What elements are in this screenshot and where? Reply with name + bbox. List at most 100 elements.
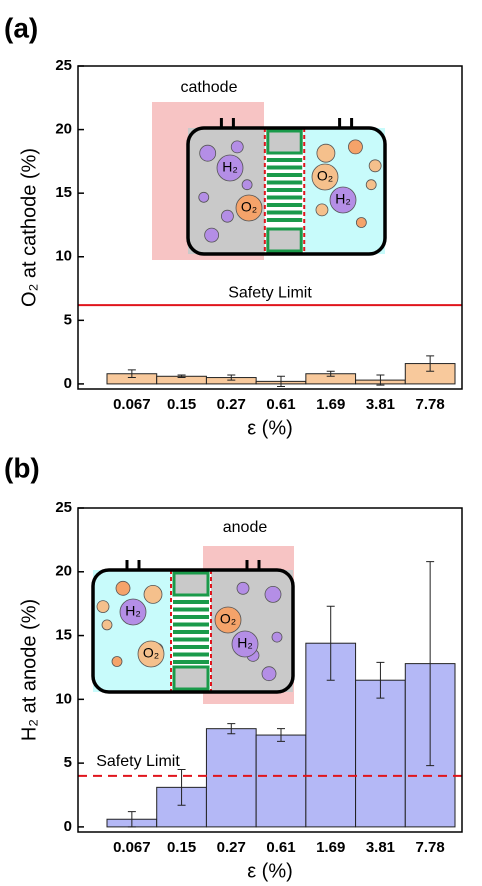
membrane-stripe bbox=[266, 188, 303, 192]
bubble-label: O₂ bbox=[241, 199, 257, 215]
membrane-stripe bbox=[173, 645, 209, 649]
x-tick-label: 1.69 bbox=[316, 839, 345, 856]
y-tick-label: 25 bbox=[55, 499, 72, 516]
error-bar bbox=[227, 723, 236, 735]
bubble bbox=[119, 598, 147, 626]
membrane-stripe bbox=[173, 607, 209, 612]
bar bbox=[255, 734, 307, 828]
x-tick-label: 3.81 bbox=[366, 839, 395, 856]
bubble-label: O₂ bbox=[317, 168, 333, 184]
y-tick-label: 20 bbox=[55, 563, 72, 580]
x-tick-label: 3.81 bbox=[366, 396, 395, 413]
y-tick-label: 25 bbox=[55, 57, 72, 74]
y-tick-label: 5 bbox=[64, 311, 72, 328]
electrode bbox=[172, 571, 210, 597]
x-tick-label: 0.15 bbox=[167, 839, 196, 856]
error-bar bbox=[127, 811, 136, 828]
y-axis-title: H₂ at anode (%) bbox=[18, 599, 40, 741]
port bbox=[338, 118, 354, 128]
membrane-stripe bbox=[173, 652, 209, 657]
y-tick-label: 0 bbox=[64, 818, 72, 835]
error-bar bbox=[376, 374, 385, 386]
error-bar bbox=[227, 374, 236, 381]
x-tick-label: 0.27 bbox=[217, 396, 246, 413]
bubble bbox=[143, 585, 163, 604]
bubble bbox=[236, 581, 250, 595]
safety-limit-label: Safety Limit bbox=[96, 753, 180, 770]
bubble bbox=[101, 619, 113, 631]
bubble bbox=[137, 640, 165, 668]
bubble bbox=[235, 194, 263, 222]
x-tick-label: 7.78 bbox=[416, 396, 445, 413]
bubble-label: O₂ bbox=[143, 645, 159, 661]
bubble bbox=[198, 191, 210, 203]
y-tick-label: 15 bbox=[55, 627, 72, 644]
bubble bbox=[315, 203, 329, 217]
error-bar bbox=[426, 355, 435, 372]
bubble bbox=[220, 209, 234, 223]
error-bar bbox=[127, 369, 136, 379]
bubble-label: H₂ bbox=[335, 191, 351, 207]
error-bar bbox=[277, 375, 285, 387]
electrode bbox=[266, 129, 303, 155]
panel-label: (b) bbox=[4, 452, 40, 483]
bubble bbox=[241, 179, 253, 191]
error-bar bbox=[177, 768, 186, 806]
bubble bbox=[204, 227, 220, 243]
bubble bbox=[216, 154, 244, 182]
bubble bbox=[111, 656, 123, 667]
x-tick-label: 0.61 bbox=[266, 396, 295, 413]
membrane-stripe bbox=[173, 637, 209, 642]
bubble bbox=[230, 140, 244, 154]
x-axis-title: ε (%) bbox=[247, 860, 293, 882]
bubble bbox=[214, 606, 242, 634]
bubble bbox=[348, 139, 363, 155]
membrane-stripe bbox=[266, 173, 303, 177]
membrane-stripe bbox=[173, 622, 209, 627]
y-tick-label: 5 bbox=[64, 754, 72, 771]
container bbox=[91, 568, 295, 694]
y-tick-label: 15 bbox=[55, 184, 72, 201]
y-tick-label: 10 bbox=[55, 690, 72, 707]
error-bar bbox=[376, 661, 385, 699]
axes-frame bbox=[77, 507, 463, 833]
bubble bbox=[199, 144, 217, 162]
x-tick-label: 0.067 bbox=[113, 396, 151, 413]
bubble bbox=[115, 580, 131, 596]
membrane-stripe bbox=[173, 615, 209, 619]
y-axis-title: O₂ at cathode (%) bbox=[18, 148, 40, 307]
bubble bbox=[368, 159, 382, 173]
bubble bbox=[264, 586, 282, 603]
bar bbox=[205, 728, 257, 828]
membrane-stripe bbox=[266, 180, 303, 185]
bubble bbox=[231, 630, 259, 658]
port bbox=[219, 118, 235, 128]
membrane-stripe bbox=[266, 195, 303, 200]
port bbox=[245, 560, 261, 570]
bubble-label: H₂ bbox=[237, 635, 253, 651]
x-tick-label: 0.067 bbox=[113, 839, 151, 856]
bar bbox=[355, 679, 406, 828]
electrode bbox=[266, 227, 303, 253]
bubble bbox=[316, 143, 336, 163]
x-axis-title: ε (%) bbox=[247, 417, 293, 439]
membrane-stripe bbox=[173, 660, 209, 664]
membrane-stripe bbox=[266, 165, 303, 170]
x-tick-label: 7.78 bbox=[416, 839, 445, 856]
membrane-stripe bbox=[266, 158, 303, 162]
x-tick-label: 1.69 bbox=[316, 396, 345, 413]
axes-frame bbox=[77, 65, 463, 390]
y-tick-label: 20 bbox=[55, 121, 72, 138]
bubble bbox=[365, 179, 377, 191]
bubble bbox=[329, 186, 357, 214]
panel-label: (a) bbox=[4, 12, 38, 43]
membrane-stripe bbox=[266, 210, 303, 215]
chamber bbox=[188, 128, 265, 254]
electrode bbox=[172, 665, 210, 691]
inset-label: cathode bbox=[181, 79, 238, 96]
bubble-label: H₂ bbox=[222, 159, 238, 175]
membrane-stripe bbox=[266, 203, 303, 207]
bubble-label: H₂ bbox=[125, 603, 141, 619]
membrane-stripe bbox=[173, 630, 209, 634]
